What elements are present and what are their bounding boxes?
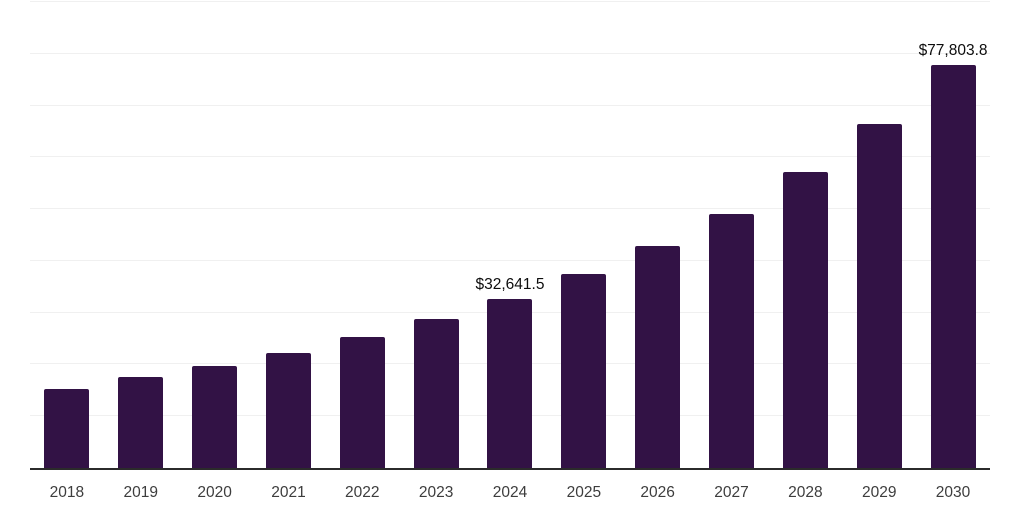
gridline	[30, 52, 990, 54]
bar-2020[interactable]	[192, 366, 238, 468]
x-tick-2023: 2023	[418, 484, 454, 501]
bar-slot	[842, 2, 916, 468]
bar-slot	[768, 2, 842, 468]
x-tick-2024: 2024	[492, 484, 528, 501]
x-tick-2022: 2022	[345, 484, 380, 501]
bar-slot: $77,803.8	[916, 2, 990, 468]
x-tick-2026: 2026	[640, 484, 675, 501]
x-tick-2025: 2025	[566, 484, 602, 501]
x-tick-2027: 2027	[714, 484, 749, 501]
bar-slot	[695, 2, 769, 468]
bar-2022[interactable]	[339, 337, 385, 468]
bar-slot	[30, 2, 104, 468]
bar-2024[interactable]	[487, 299, 533, 468]
bar-2028[interactable]	[782, 172, 828, 468]
x-tick-2029: 2029	[861, 484, 897, 501]
data-label-2024: $32,641.5	[475, 275, 545, 293]
x-tick-2030: 2030	[935, 484, 971, 501]
bar-2021[interactable]	[265, 352, 311, 468]
gridline	[30, 1, 990, 2]
data-label-2030: $77,803.8	[918, 41, 988, 59]
bar-2030[interactable]	[930, 65, 976, 468]
bar-slot	[252, 2, 326, 468]
bar-slot	[104, 2, 178, 468]
bar-2019[interactable]	[118, 376, 164, 468]
bars: $32,641.5 $77,803.8	[30, 2, 990, 468]
x-tick-2021: 2021	[271, 484, 306, 501]
gridline	[30, 156, 990, 158]
x-tick-2019: 2019	[123, 484, 158, 501]
x-tick-2028: 2028	[788, 484, 823, 501]
bar-2018[interactable]	[44, 389, 90, 468]
bar-2026[interactable]	[635, 246, 681, 468]
bar-2027[interactable]	[709, 213, 755, 468]
x-tick-2020: 2020	[197, 484, 232, 501]
gridline	[30, 104, 990, 106]
bar-slot	[547, 2, 621, 468]
bar-slot	[621, 2, 695, 468]
plot-area: $32,641.5 $77,803.8	[30, 1, 990, 470]
bar-2025[interactable]	[561, 274, 607, 468]
gridline	[30, 208, 990, 210]
bar-slot	[399, 2, 473, 468]
x-tick-2018: 2018	[49, 484, 85, 501]
bar-2023[interactable]	[413, 318, 459, 468]
x-axis: 2018 2019 2020 2021 2022 2023 2024 2025 2026 2027…	[30, 484, 990, 503]
bar-slot: $32,641.5	[473, 2, 547, 468]
bar-2029[interactable]	[856, 124, 902, 468]
bar-slot	[325, 2, 399, 468]
gridline	[30, 259, 990, 261]
bar-slot	[178, 2, 252, 468]
